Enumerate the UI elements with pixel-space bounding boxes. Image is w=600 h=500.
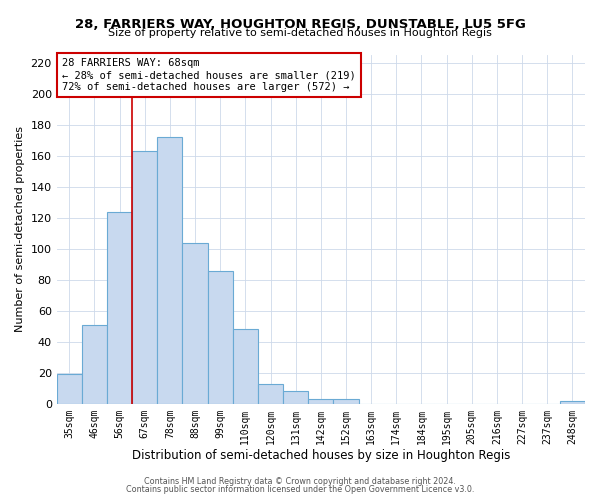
Bar <box>560 400 585 404</box>
Text: 28, FARRIERS WAY, HOUGHTON REGIS, DUNSTABLE, LU5 5FG: 28, FARRIERS WAY, HOUGHTON REGIS, DUNSTA… <box>74 18 526 30</box>
Text: 28 FARRIERS WAY: 68sqm
← 28% of semi-detached houses are smaller (219)
72% of se: 28 FARRIERS WAY: 68sqm ← 28% of semi-det… <box>62 58 356 92</box>
Bar <box>258 384 283 404</box>
Bar <box>82 325 107 404</box>
Bar <box>132 151 157 404</box>
Bar <box>208 270 233 404</box>
Text: Size of property relative to semi-detached houses in Houghton Regis: Size of property relative to semi-detach… <box>108 28 492 38</box>
Bar <box>56 374 82 404</box>
Bar <box>157 137 182 404</box>
Bar <box>334 399 359 404</box>
Text: Contains public sector information licensed under the Open Government Licence v3: Contains public sector information licen… <box>126 485 474 494</box>
X-axis label: Distribution of semi-detached houses by size in Houghton Regis: Distribution of semi-detached houses by … <box>131 450 510 462</box>
Text: Contains HM Land Registry data © Crown copyright and database right 2024.: Contains HM Land Registry data © Crown c… <box>144 477 456 486</box>
Bar <box>182 242 208 404</box>
Bar <box>308 399 334 404</box>
Bar <box>107 212 132 404</box>
Bar <box>283 392 308 404</box>
Y-axis label: Number of semi-detached properties: Number of semi-detached properties <box>15 126 25 332</box>
Bar <box>233 330 258 404</box>
